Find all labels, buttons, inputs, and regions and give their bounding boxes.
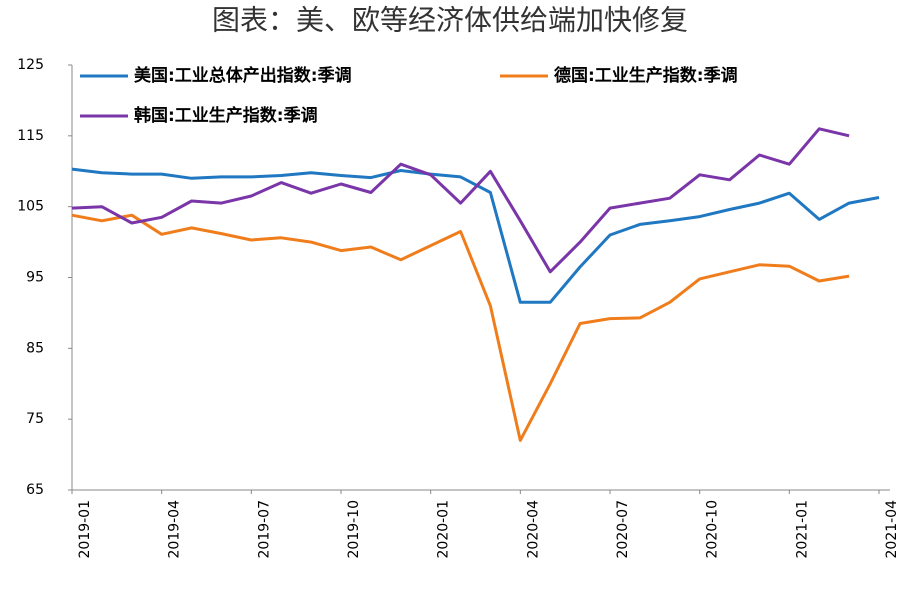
x-tick-label: 2020-01 <box>436 500 452 559</box>
series-line <box>71 213 850 442</box>
legend-label: 德国:工业生产指数:季调 <box>554 65 738 86</box>
y-tick-label: 75 <box>26 411 44 427</box>
x-tick-label: 2020-04 <box>525 500 541 559</box>
x-tick-label: 2019-10 <box>346 500 362 559</box>
y-tick-label: 115 <box>17 128 44 144</box>
x-tick-label: 2019-04 <box>167 500 183 559</box>
x-tick-label: 2021-04 <box>884 500 900 559</box>
chart-title: 图表：美、欧等经济体供给端加快修复 <box>212 4 688 37</box>
series-line <box>71 127 850 274</box>
x-tick-label: 2020-07 <box>615 500 631 559</box>
series-line <box>71 167 880 304</box>
legend-label: 韩国:工业生产指数:季调 <box>134 105 318 126</box>
y-tick-label: 105 <box>17 199 44 215</box>
x-tick-label: 2021-01 <box>794 500 810 559</box>
x-tick-label: 2020-10 <box>705 500 721 559</box>
y-tick-label: 65 <box>26 482 44 498</box>
y-tick-label: 125 <box>17 57 44 73</box>
y-tick-label: 95 <box>26 270 44 286</box>
y-tick-label: 85 <box>26 340 44 356</box>
x-tick-label: 2019-07 <box>256 500 272 559</box>
x-tick-label: 2019-01 <box>77 500 93 559</box>
legend-label: 美国:工业总体产出指数:季调 <box>134 65 352 86</box>
